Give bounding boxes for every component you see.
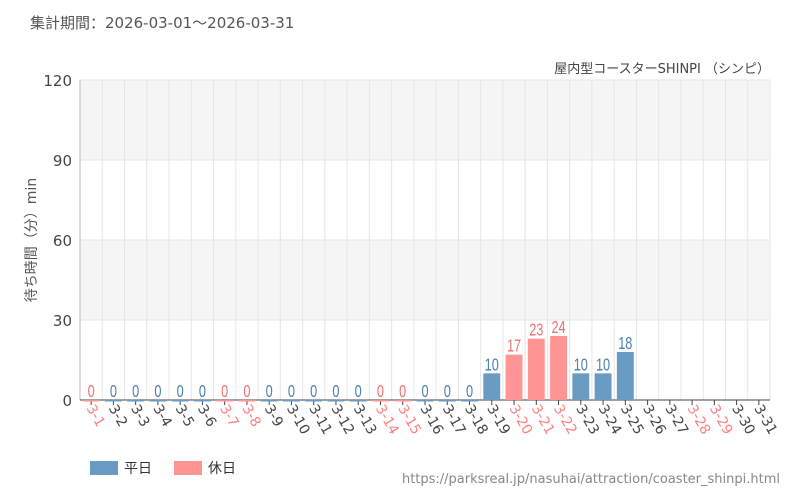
bar-3-13 [349,400,367,402]
y-axis-title: 待ち時間（分）min [24,178,40,302]
data-label: 24 [551,318,565,337]
legend-label: 平日 [124,461,152,477]
data-label: 0 [421,382,428,401]
period-label: 集計期間：2026-03-01～2026-03-31 [30,14,295,32]
legend-item-weekday[interactable]: 平日 [90,458,152,478]
bar-3-5 [171,400,189,402]
y-tick-label: 90 [53,152,72,170]
x-tick-label: 3-2 [105,402,130,430]
bar-3-18 [461,400,478,402]
data-label: 10 [596,356,610,375]
bar-3-12 [327,400,345,402]
bar-3-2 [104,400,122,402]
data-label: 0 [310,382,317,401]
data-label: 10 [574,356,588,375]
bar-3-15 [394,400,412,402]
bar-3-23 [572,373,590,400]
legend-swatch [174,461,202,475]
data-label: 17 [507,337,521,356]
data-label: 0 [466,382,473,401]
bar-3-22 [550,336,568,400]
x-tick-label: 3-8 [238,402,263,430]
x-tick-label: 3-3 [127,402,152,430]
bar-3-4 [149,400,167,402]
data-label: 0 [332,382,339,401]
legend-swatch [90,461,118,475]
y-tick-label: 30 [53,312,72,330]
data-label: 0 [110,382,117,401]
bar-3-21 [527,338,545,400]
bar-3-11 [305,400,323,402]
grid-band [80,80,770,160]
y-tick-label: 120 [43,72,72,90]
attraction-name: 屋内型コースターSHINPI （シンピ） [554,62,770,77]
data-label: 0 [288,382,295,401]
bar-3-10 [282,400,300,402]
bar-3-7 [216,400,234,402]
bar-3-17 [438,400,456,402]
data-label: 0 [199,382,206,401]
data-label: 23 [529,321,543,340]
data-label: 0 [177,382,184,401]
y-tick-label: 60 [53,232,72,250]
x-tick-label: 3-9 [261,402,286,430]
data-label: 0 [444,382,451,401]
legend-item-holiday[interactable]: 休日 [174,458,236,478]
bar-3-19 [483,373,501,400]
data-label: 0 [355,382,362,401]
data-label: 0 [132,382,139,401]
x-tick-label: 3-6 [194,402,219,430]
bar-3-9 [260,400,278,402]
data-label: 0 [243,382,250,401]
grid-band [80,320,770,400]
data-label: 0 [154,382,161,401]
x-tick-label: 3-7 [216,402,241,430]
bar-3-3 [127,400,145,402]
grid-band [80,160,770,240]
bar-3-14 [372,400,389,402]
data-label: 0 [266,382,273,401]
data-label: 0 [377,382,384,401]
x-tick-label: 3-31 [750,402,780,438]
legend: 平日 休日 [90,458,236,478]
data-label: 0 [221,382,228,401]
bar-3-6 [193,400,211,402]
bar-3-8 [238,400,256,402]
bar-3-1 [82,400,100,402]
data-label: 0 [88,382,95,401]
grid-band [80,240,770,320]
x-tick-label: 3-1 [83,402,108,430]
bar-3-20 [505,354,523,400]
bar-3-16 [416,400,434,402]
data-label: 10 [485,356,499,375]
legend-label: 休日 [208,461,236,477]
source-url[interactable]: https://parksreal.jp/nasuhai/attraction/… [401,472,780,487]
x-tick-label: 3-4 [149,402,174,430]
x-tick-label: 3-5 [172,402,197,430]
y-tick-label: 0 [62,392,72,410]
data-label: 0 [399,382,406,401]
bar-3-24 [594,373,612,400]
bar-3-25 [616,352,634,400]
data-label: 18 [618,334,632,353]
